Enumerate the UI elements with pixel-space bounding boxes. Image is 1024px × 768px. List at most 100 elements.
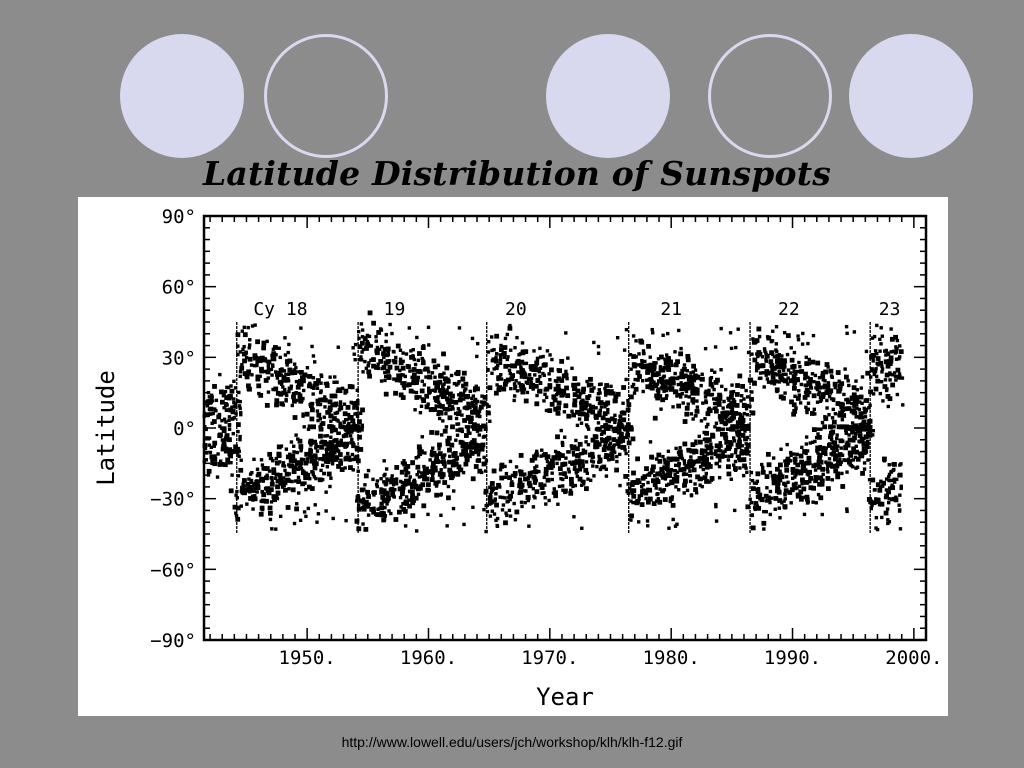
sunspot-point (255, 339, 260, 345)
sunspot-point (789, 346, 793, 350)
sunspot-point (829, 397, 834, 401)
sunspot-point (607, 458, 611, 462)
sunspot-point (508, 323, 512, 328)
sunspot-point (501, 503, 506, 507)
sunspot-point (451, 506, 456, 511)
sunspot-point (367, 343, 371, 347)
sunspot-point (830, 445, 836, 451)
sunspot-point (858, 400, 862, 404)
sunspot-point (658, 394, 663, 398)
sunspot-point (593, 440, 599, 446)
sunspot-point (750, 478, 755, 483)
sunspot-point (438, 373, 443, 379)
sunspot-point (383, 360, 389, 366)
sunspot-point (498, 353, 503, 357)
sunspot-point (575, 423, 580, 428)
sunspot-point (592, 340, 596, 345)
sunspot-point (808, 377, 813, 382)
sunspot-point (679, 371, 685, 377)
sunspot-point (291, 394, 296, 400)
sunspot-point (338, 400, 343, 404)
sunspot-point (477, 433, 481, 437)
sunspot-point (278, 460, 282, 464)
sunspot-point (888, 372, 892, 376)
sunspot-point (398, 495, 403, 500)
sunspot-point (573, 444, 577, 449)
sunspot-point (678, 454, 684, 460)
sunspot-point (804, 494, 810, 500)
sunspot-point (284, 393, 289, 398)
sunspot-point (229, 449, 235, 455)
sunspot-point (269, 481, 275, 487)
sunspot-point (371, 477, 375, 482)
sunspot-point (694, 387, 700, 393)
sunspot-point (292, 521, 297, 526)
sunspot-point (382, 355, 386, 360)
sunspot-point (394, 365, 400, 371)
sunspot-point (803, 376, 807, 380)
sunspot-point (250, 373, 254, 377)
sunspot-point (708, 377, 713, 381)
sunspot-point (224, 434, 228, 438)
sunspot-point (675, 376, 680, 381)
sunspot-point (842, 406, 848, 412)
sunspot-point (769, 370, 773, 375)
sunspot-point (557, 466, 563, 472)
sunspot-point (726, 458, 731, 462)
sunspot-point (211, 419, 217, 424)
sunspot-point (544, 408, 549, 413)
sunspot-point (518, 352, 523, 356)
sunspot-point (756, 486, 761, 491)
sunspot-point (858, 427, 863, 431)
sunspot-point (874, 374, 879, 379)
sunspot-point (733, 466, 738, 471)
sunspot-point (816, 462, 821, 466)
sunspot-point (398, 360, 404, 366)
y-tick-label: 60° (162, 277, 196, 299)
sunspot-point (719, 367, 723, 372)
sunspot-point (236, 446, 241, 451)
sunspot-point (358, 411, 363, 416)
sunspot-point (238, 399, 242, 404)
sunspot-point (804, 355, 809, 360)
sunspot-point (463, 442, 469, 447)
sunspot-point (442, 480, 448, 485)
cycle-boundaries-layer (236, 322, 871, 534)
sunspot-point (802, 449, 807, 454)
sunspot-point (434, 385, 438, 389)
sunspot-point (589, 459, 594, 463)
sunspot-point (499, 377, 504, 381)
sunspot-point (798, 496, 804, 502)
sunspot-point (737, 373, 743, 379)
sunspot-point (685, 357, 691, 363)
sunspot-point (897, 473, 901, 478)
sunspot-point (219, 389, 224, 395)
sunspot-point (824, 362, 830, 367)
sunspot-point (317, 477, 323, 483)
sunspot-point (450, 424, 455, 430)
sunspot-point (875, 361, 879, 366)
sunspot-point (768, 359, 774, 365)
sunspot-point (457, 393, 461, 397)
sunspot-point (441, 384, 445, 388)
sunspot-point (229, 388, 235, 394)
sunspot-point (692, 378, 696, 383)
sunspot-point (718, 441, 722, 445)
sunspot-point (505, 490, 510, 494)
sunspot-point (799, 459, 805, 465)
sunspot-point (367, 361, 371, 365)
sunspot-point (782, 482, 786, 486)
cycle-label: Cy 18 (253, 299, 307, 320)
sunspot-point (666, 379, 671, 385)
sunspot-point (227, 437, 232, 443)
sunspot-point (885, 387, 889, 391)
sunspot-point (656, 497, 661, 501)
sunspot-point (219, 426, 224, 430)
sunspot-point (273, 494, 279, 500)
sunspot-point (267, 505, 273, 511)
sunspot-point (444, 425, 449, 429)
sunspot-point (343, 443, 349, 449)
sunspot-point (786, 368, 791, 372)
sunspot-point (833, 412, 838, 416)
sunspot-point (820, 447, 824, 452)
